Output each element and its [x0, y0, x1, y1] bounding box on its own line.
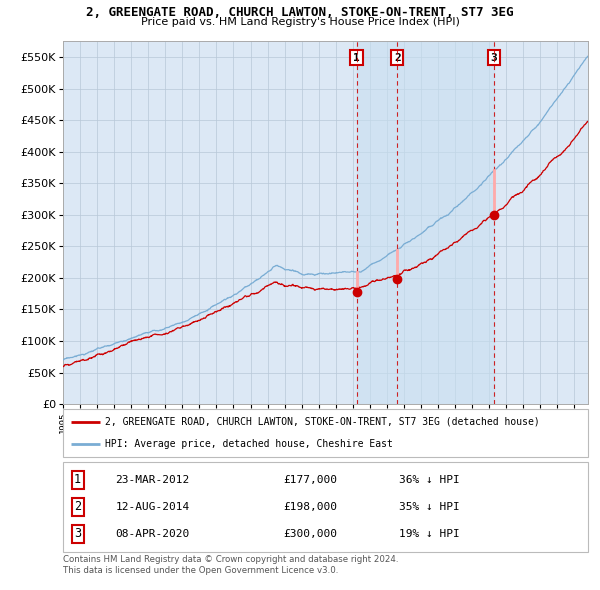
Text: £177,000: £177,000: [284, 475, 337, 485]
Text: 2: 2: [394, 53, 401, 63]
Text: 3: 3: [490, 53, 497, 63]
Text: £300,000: £300,000: [284, 529, 337, 539]
Text: Contains HM Land Registry data © Crown copyright and database right 2024.: Contains HM Land Registry data © Crown c…: [63, 555, 398, 563]
Text: 2, GREENGATE ROAD, CHURCH LAWTON, STOKE-ON-TRENT, ST7 3EG (detached house): 2, GREENGATE ROAD, CHURCH LAWTON, STOKE-…: [105, 417, 540, 427]
Text: 08-APR-2020: 08-APR-2020: [115, 529, 190, 539]
Text: 12-AUG-2014: 12-AUG-2014: [115, 502, 190, 512]
Text: £198,000: £198,000: [284, 502, 337, 512]
Text: This data is licensed under the Open Government Licence v3.0.: This data is licensed under the Open Gov…: [63, 566, 338, 575]
Text: 1: 1: [353, 53, 360, 63]
Text: 3: 3: [74, 527, 81, 540]
Bar: [356, 41, 494, 404]
Text: 19% ↓ HPI: 19% ↓ HPI: [399, 529, 460, 539]
Text: HPI: Average price, detached house, Cheshire East: HPI: Average price, detached house, Ches…: [105, 439, 393, 449]
FancyBboxPatch shape: [63, 462, 588, 552]
Text: Price paid vs. HM Land Registry's House Price Index (HPI): Price paid vs. HM Land Registry's House …: [140, 17, 460, 27]
Text: 2: 2: [74, 500, 81, 513]
Text: 36% ↓ HPI: 36% ↓ HPI: [399, 475, 460, 485]
Text: 1: 1: [74, 473, 81, 486]
Text: 2, GREENGATE ROAD, CHURCH LAWTON, STOKE-ON-TRENT, ST7 3EG: 2, GREENGATE ROAD, CHURCH LAWTON, STOKE-…: [86, 6, 514, 19]
FancyBboxPatch shape: [63, 409, 588, 457]
Text: 35% ↓ HPI: 35% ↓ HPI: [399, 502, 460, 512]
Text: 23-MAR-2012: 23-MAR-2012: [115, 475, 190, 485]
